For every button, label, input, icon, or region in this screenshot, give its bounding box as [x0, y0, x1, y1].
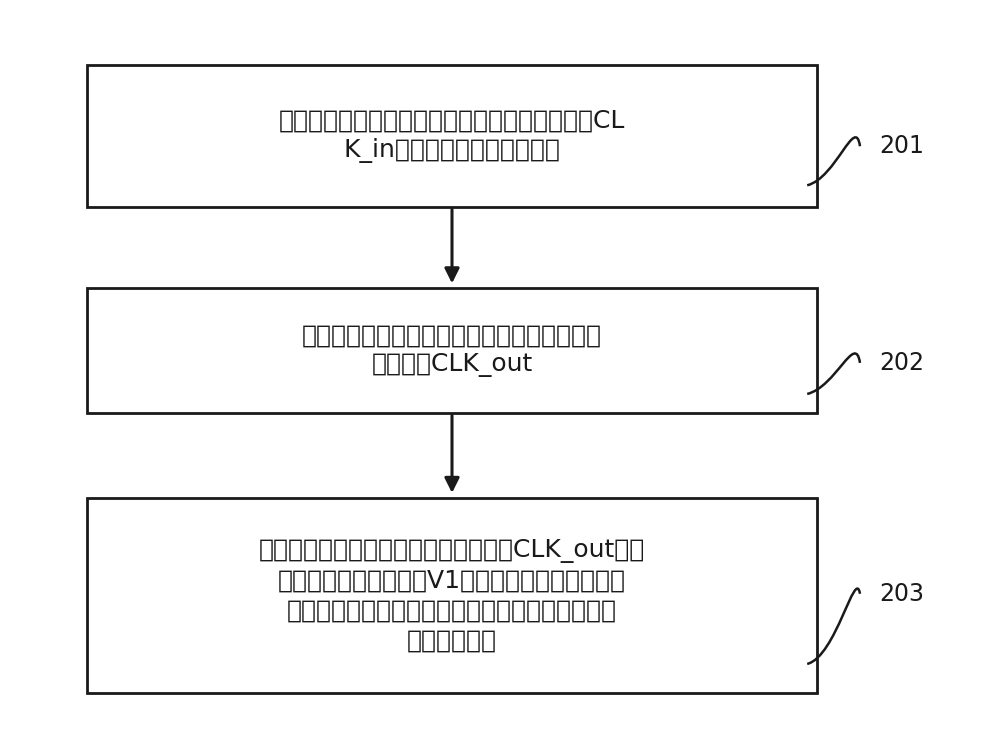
Text: K_in转换为直流偏压受控时钟: K_in转换为直流偏压受控时钟	[344, 138, 560, 163]
Text: 利用直流偏压调节电路将数字化的输入时钟信号CL: 利用直流偏压调节电路将数字化的输入时钟信号CL	[279, 109, 625, 132]
Text: 以调整该直流偏压调节电路输出的直流偏压受控时: 以调整该直流偏压调节电路输出的直流偏压受控时	[287, 599, 617, 622]
Text: 利用反相器将直流偏压受控时钟转换为数字化: 利用反相器将直流偏压受控时钟转换为数字化	[302, 323, 602, 348]
Text: 利用控制电压产生电路将输出时钟信号CLK_out的高: 利用控制电压产生电路将输出时钟信号CLK_out的高	[259, 539, 645, 563]
Text: 201: 201	[879, 134, 924, 158]
Text: 时钟信号CLK_out: 时钟信号CLK_out	[371, 354, 533, 377]
Text: 低电平转换为控制电压V1至该直流电压调节电路，: 低电平转换为控制电压V1至该直流电压调节电路，	[278, 568, 626, 593]
Text: 钟的直流偏压: 钟的直流偏压	[407, 628, 497, 652]
FancyBboxPatch shape	[87, 64, 817, 206]
Text: 202: 202	[879, 351, 924, 375]
FancyBboxPatch shape	[87, 289, 817, 413]
FancyBboxPatch shape	[87, 498, 817, 693]
Text: 203: 203	[879, 582, 924, 606]
